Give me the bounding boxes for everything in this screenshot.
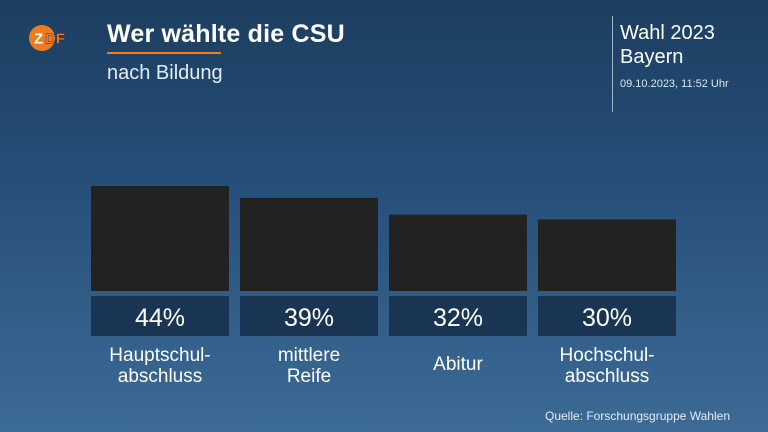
- category-label: Abitur: [433, 354, 483, 375]
- svg-text:Z: Z: [34, 31, 43, 48]
- category-label: Hochschul-abschluss: [559, 345, 654, 387]
- title-underline: [107, 52, 221, 54]
- bar: [240, 197, 378, 291]
- value-label-box: [240, 296, 378, 336]
- election-info: Wahl 2023 Bayern: [620, 21, 715, 69]
- value-label: 30%: [582, 304, 632, 332]
- svg-text:DF: DF: [45, 31, 65, 48]
- election-region: Bayern: [620, 46, 684, 68]
- value-label-box: [91, 296, 229, 336]
- timestamp: 09.10.2023, 11:52 Uhr: [620, 78, 729, 90]
- bar: [91, 186, 229, 291]
- bar: [538, 219, 676, 291]
- bar: [389, 214, 527, 291]
- chart-title: Wer wählte die CSU: [107, 20, 345, 48]
- value-label: 44%: [135, 304, 185, 332]
- source-note: Quelle: Forschungsgruppe Wahlen: [545, 409, 730, 423]
- header-divider: [612, 16, 613, 112]
- value-label-box: [538, 296, 676, 336]
- value-label: 39%: [284, 304, 334, 332]
- value-label: 32%: [433, 304, 483, 332]
- zdf-logo: Z DF: [29, 25, 65, 51]
- chart-subtitle: nach Bildung: [107, 62, 223, 84]
- election-name: Wahl 2023: [620, 22, 715, 44]
- value-label-box: [389, 296, 527, 336]
- category-label: mittlere Reife: [278, 345, 340, 387]
- category-label: Hauptschul-abschluss: [109, 345, 210, 387]
